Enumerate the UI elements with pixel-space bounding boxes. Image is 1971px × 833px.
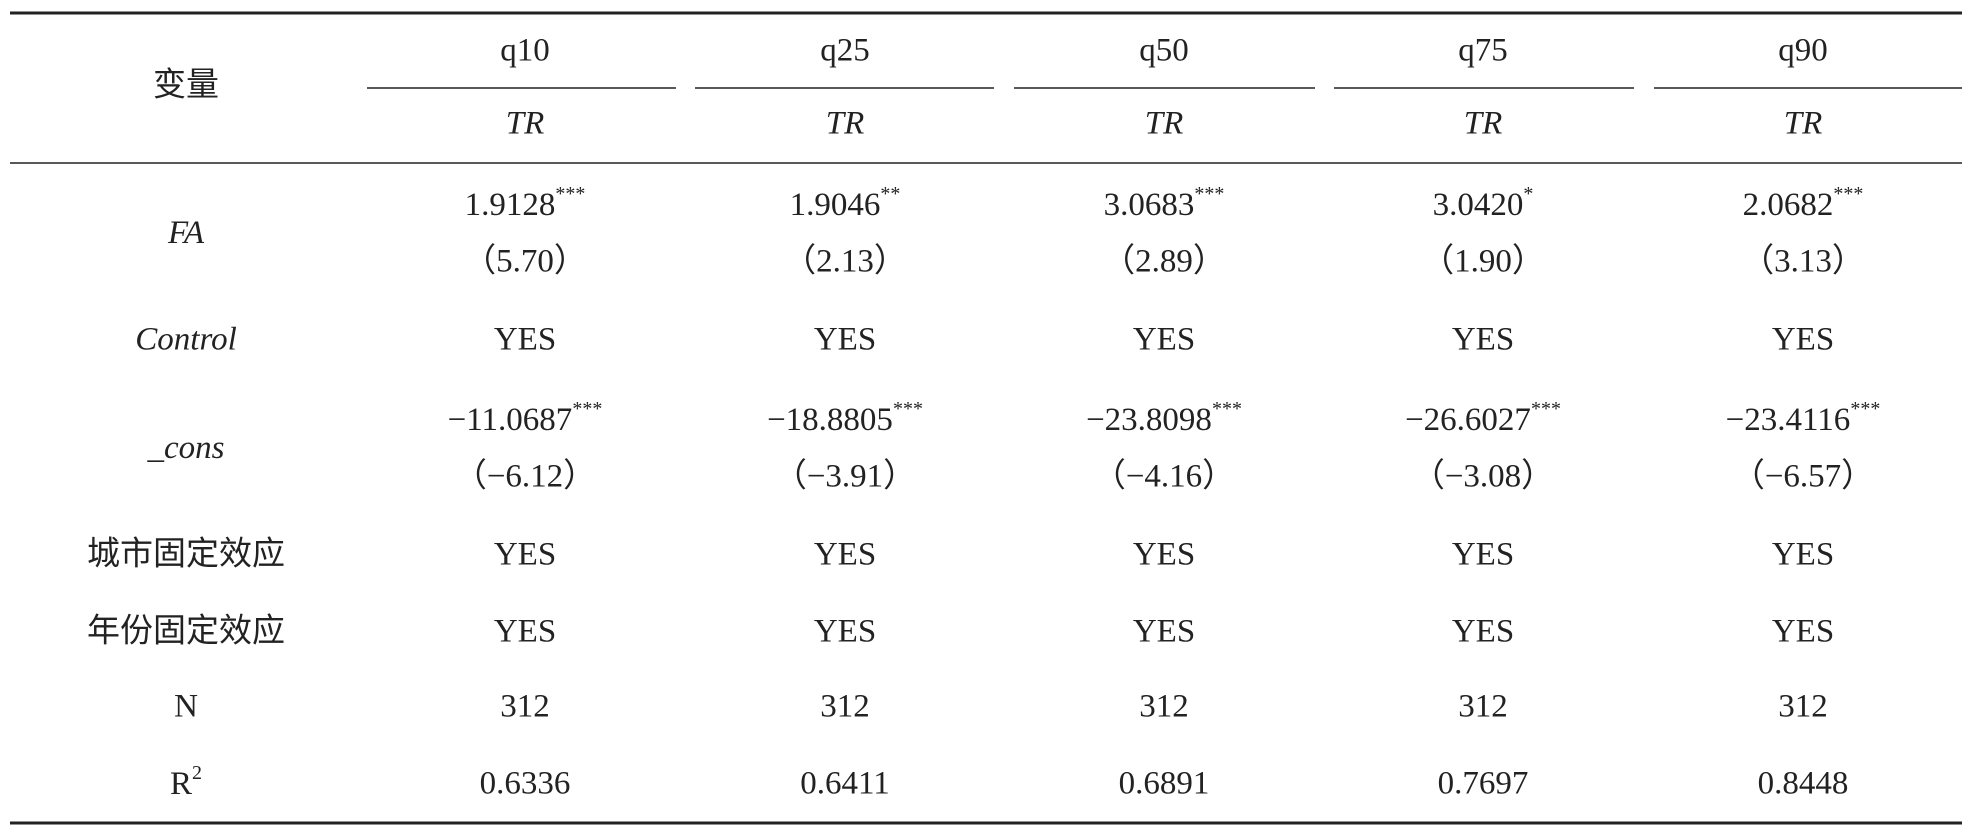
column-name: q10 — [500, 33, 550, 69]
dependent-variable: TR — [506, 106, 545, 142]
cell-value: YES — [1133, 322, 1195, 358]
cell-value: 312 — [1778, 689, 1828, 725]
cell-value: 0.6336 — [480, 766, 571, 802]
cell-value: YES — [1452, 322, 1514, 358]
coefficient-value: −11.0687 — [448, 402, 573, 438]
significance-stars: *** — [1850, 398, 1880, 420]
coefficient-value: −23.8098 — [1086, 402, 1212, 438]
row-label: 年份固定效应 — [87, 613, 285, 650]
coefficient: −23.8098*** — [1086, 398, 1242, 438]
row-label: R2 — [170, 762, 202, 802]
significance-stars: ** — [880, 183, 900, 205]
t-statistic: （2.13） — [783, 244, 907, 280]
cell-value: 312 — [820, 689, 870, 725]
coefficient-value: 3.0683 — [1104, 187, 1195, 223]
dependent-variable: TR — [1464, 106, 1503, 142]
significance-stars: *** — [1833, 183, 1863, 205]
cell-value: 0.6891 — [1119, 766, 1210, 802]
cell-value: YES — [1133, 537, 1195, 573]
dependent-variable: TR — [1784, 106, 1823, 142]
cell-value: YES — [814, 322, 876, 358]
coefficient: −18.8805*** — [767, 398, 923, 438]
row-label-sup: 2 — [192, 762, 202, 784]
cell-value: 0.8448 — [1758, 766, 1849, 802]
significance-stars: *** — [893, 398, 923, 420]
row-label-base: R — [170, 766, 192, 802]
coefficient: −23.4116*** — [1726, 398, 1881, 438]
t-statistic: （5.70） — [463, 244, 587, 280]
cell-value: YES — [1452, 537, 1514, 573]
t-statistic: （−4.16） — [1093, 459, 1235, 495]
cell-value: YES — [1133, 614, 1195, 650]
cell-value: 312 — [500, 689, 550, 725]
coefficient-value: −23.4116 — [1726, 402, 1851, 438]
row-label: N — [174, 689, 198, 725]
cell-value: YES — [1772, 614, 1834, 650]
row-label: FA — [167, 215, 205, 251]
cell-value: YES — [1772, 322, 1834, 358]
cell-value: YES — [494, 322, 556, 358]
coefficient-value: 2.0682 — [1743, 187, 1834, 223]
significance-stars: *** — [1212, 398, 1242, 420]
coefficient: −26.6027*** — [1405, 398, 1561, 438]
cell-value: YES — [494, 537, 556, 573]
t-statistic: （1.90） — [1421, 244, 1545, 280]
cell-value: YES — [814, 537, 876, 573]
cell-value: 312 — [1458, 689, 1508, 725]
t-statistic: （2.89） — [1102, 244, 1226, 280]
cell-value: 312 — [1139, 689, 1189, 725]
column-name: q90 — [1778, 33, 1828, 69]
coefficient: −11.0687*** — [448, 398, 603, 438]
coefficient: 1.9128*** — [465, 183, 586, 223]
coefficient: 2.0682*** — [1743, 183, 1864, 223]
dependent-variable: TR — [826, 106, 865, 142]
coefficient-value: −26.6027 — [1405, 402, 1531, 438]
significance-stars: *** — [1531, 398, 1561, 420]
header-label: 变量 — [153, 67, 219, 104]
coefficient-value: 1.9046 — [790, 187, 881, 223]
coefficient: 1.9046** — [790, 183, 901, 223]
column-name: q75 — [1458, 33, 1508, 69]
column-name: q25 — [820, 33, 870, 69]
significance-stars: *** — [572, 398, 602, 420]
t-statistic: （3.13） — [1741, 244, 1865, 280]
dependent-variable: TR — [1145, 106, 1184, 142]
significance-stars: *** — [555, 183, 585, 205]
row-label: 城市固定效应 — [87, 536, 285, 573]
column-name: q50 — [1139, 33, 1189, 69]
t-statistic: （−3.08） — [1412, 459, 1554, 495]
t-statistic: （−6.12） — [454, 459, 596, 495]
cell-value: 0.6411 — [800, 766, 890, 802]
cell-value: YES — [814, 614, 876, 650]
row-label: Control — [135, 322, 236, 358]
cell-value: YES — [1452, 614, 1514, 650]
coefficient-value: −18.8805 — [767, 402, 893, 438]
coefficient: 3.0420* — [1433, 183, 1534, 223]
t-statistic: （−6.57） — [1732, 459, 1874, 495]
coefficient-value: 1.9128 — [465, 187, 556, 223]
t-statistic: （−3.91） — [774, 459, 916, 495]
cell-value: 0.7697 — [1438, 766, 1529, 802]
cell-value: YES — [1772, 537, 1834, 573]
row-label: _cons — [147, 430, 225, 466]
coefficient: 3.0683*** — [1104, 183, 1225, 223]
significance-stars: * — [1523, 183, 1533, 205]
coefficient-value: 3.0420 — [1433, 187, 1524, 223]
significance-stars: *** — [1194, 183, 1224, 205]
cell-value: YES — [494, 614, 556, 650]
